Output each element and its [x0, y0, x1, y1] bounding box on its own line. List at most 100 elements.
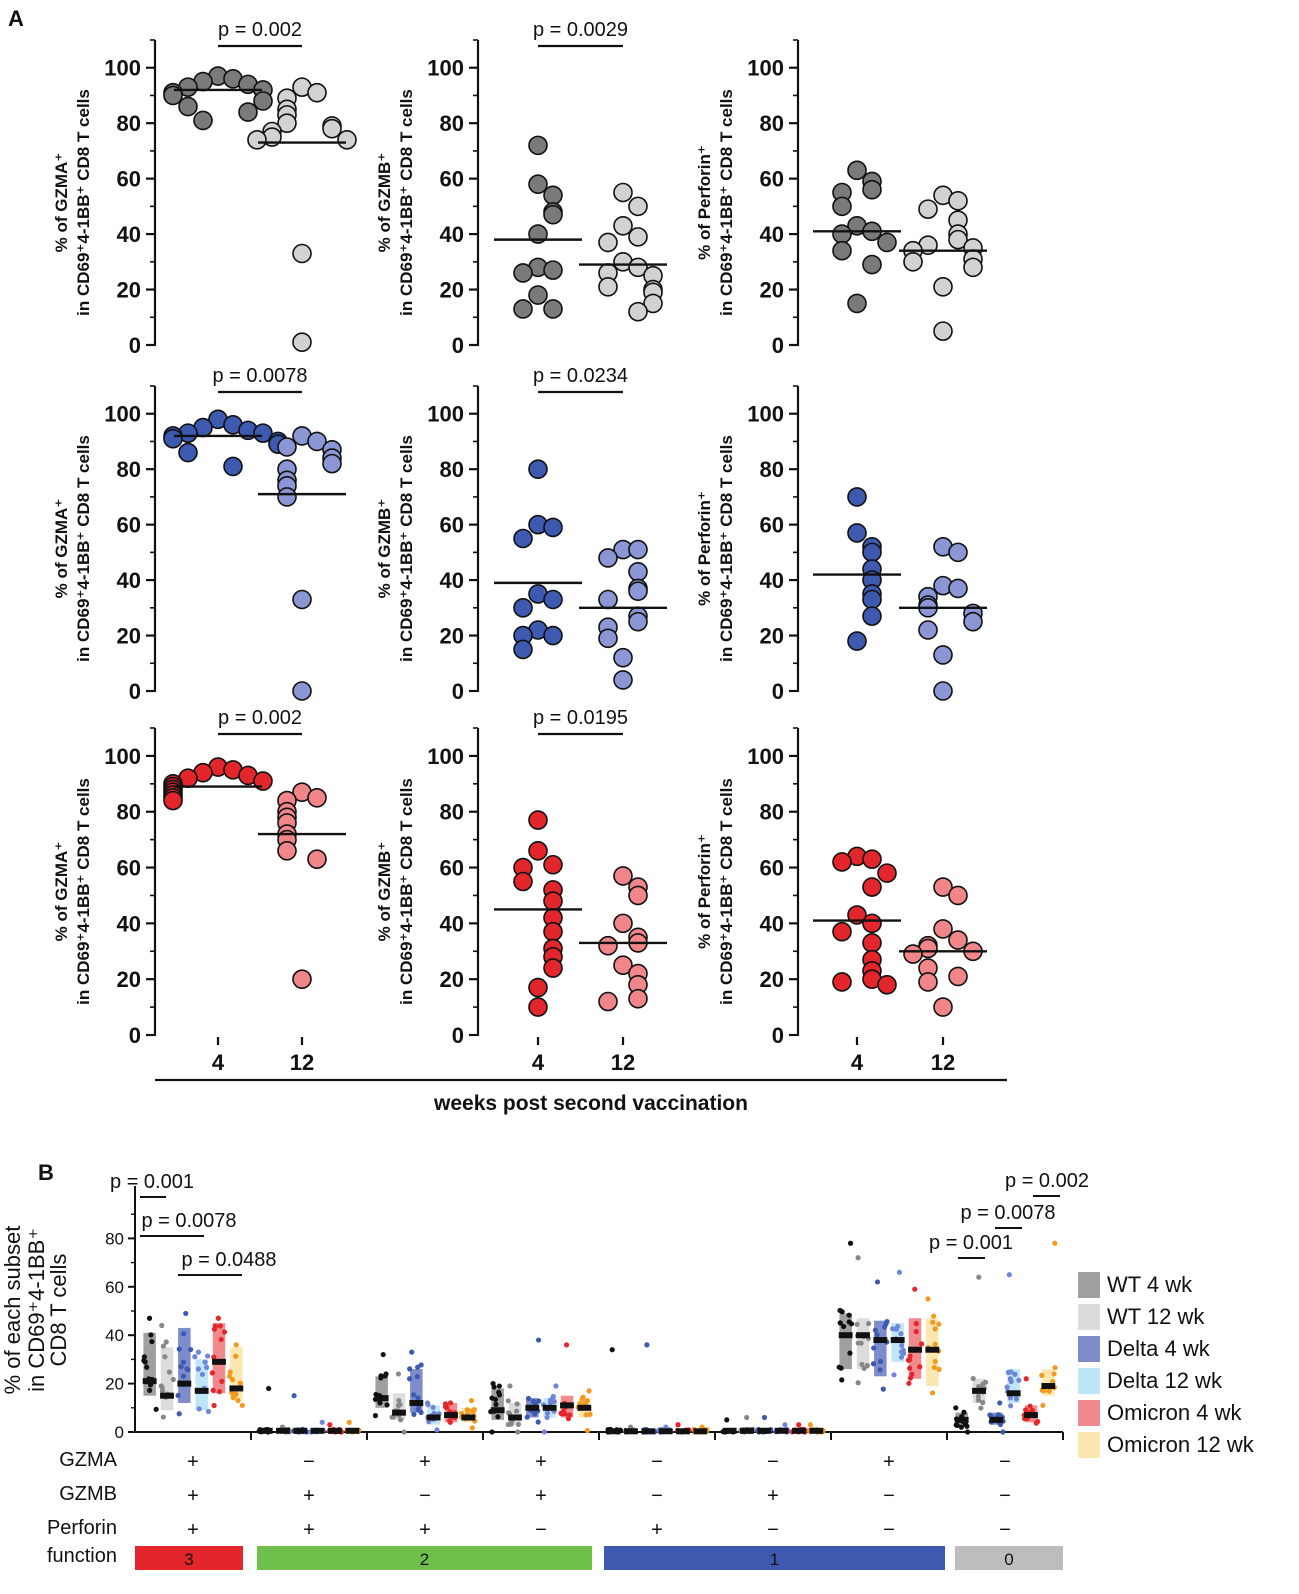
b-data-point: [515, 1429, 521, 1435]
b-median-marker: [722, 1427, 737, 1434]
b-median-marker: [409, 1399, 424, 1406]
b-data-point: [961, 1409, 967, 1415]
b-data-point: [907, 1365, 913, 1371]
data-point: [307, 82, 327, 103]
b-median-marker: [508, 1414, 522, 1421]
b-data-point: [221, 1329, 228, 1335]
scatter-panel-A-r2c1: 0 20 40 60 80 100 % of GZMA⁺ in CD69⁺4-1BB⁺ CD8…: [52, 365, 346, 704]
b-data-point: [930, 1319, 936, 1325]
b-data-point: [211, 1402, 217, 1409]
b-data-point: [930, 1313, 937, 1319]
data-point: [613, 215, 633, 236]
data-point: [628, 988, 648, 1009]
b-data-point: [953, 1405, 959, 1411]
b-median-marker: [774, 1427, 789, 1434]
b-data-point: [530, 1398, 537, 1404]
b-data-point: [505, 1398, 511, 1404]
b-median-marker: [525, 1404, 540, 1411]
y-axis-label-line1: % of GZMB⁺: [375, 153, 394, 253]
x-tick-label: 4: [851, 1050, 864, 1075]
data-point: [337, 130, 357, 150]
b-median-marker: [345, 1427, 360, 1434]
b-data-point: [535, 1419, 541, 1425]
b-data-point: [782, 1422, 788, 1428]
b-data-point: [909, 1371, 915, 1377]
b-data-point: [211, 1354, 217, 1360]
b-data-point: [176, 1411, 182, 1417]
b-data-point: [227, 1369, 233, 1375]
b-data-point: [1016, 1377, 1022, 1383]
b-median-marker: [177, 1380, 192, 1387]
y-axis-label-line1: % of Perforin⁺: [695, 491, 714, 606]
b-data-point: [496, 1392, 503, 1398]
b-median-marker: [972, 1387, 986, 1394]
b-data-point: [1051, 1371, 1057, 1377]
y-tick-label: 40: [760, 568, 784, 593]
data-point: [862, 542, 882, 563]
perforin-marker: +: [303, 1519, 315, 1541]
b-data-point: [409, 1349, 415, 1355]
data-point: [277, 437, 297, 457]
b-data-point: [541, 1429, 547, 1435]
b-median-marker: [1024, 1412, 1038, 1419]
gzmb-marker: −: [419, 1485, 431, 1507]
b-data-point: [1012, 1371, 1018, 1377]
b-data-point: [553, 1383, 559, 1389]
b-data-point: [895, 1323, 901, 1330]
b-data-point: [1023, 1376, 1029, 1382]
b-data-point: [976, 1383, 982, 1390]
b-data-point: [936, 1321, 942, 1327]
b-data-point: [550, 1393, 556, 1400]
b-median-marker: [606, 1428, 621, 1435]
data-point: [918, 972, 938, 992]
b-data-point: [210, 1387, 216, 1393]
b-data-point: [525, 1395, 532, 1402]
y-axis-label-line1: % of Perforin⁺: [695, 145, 714, 260]
b-data-point: [744, 1414, 750, 1421]
y-tick-label: 60: [440, 513, 464, 538]
b-data-point: [235, 1397, 241, 1404]
gzma-marker: +: [187, 1451, 199, 1473]
b-median-marker: [194, 1387, 209, 1394]
b-median-marker: [328, 1427, 342, 1434]
data-point: [528, 174, 548, 194]
b-data-point: [1046, 1388, 1052, 1394]
b-data-point: [883, 1321, 889, 1327]
y-tick-label: 20: [440, 278, 464, 303]
data-point: [322, 453, 342, 474]
b-data-point: [209, 1370, 216, 1376]
b-data-point: [407, 1366, 413, 1372]
b-data-point: [896, 1269, 903, 1275]
data-point: [628, 196, 648, 217]
data-point: [163, 790, 183, 811]
b-data-point: [192, 1354, 198, 1360]
y-tick-label: 80: [760, 111, 784, 136]
y-tick-label: 60: [117, 513, 141, 538]
b-data-point: [166, 1369, 172, 1375]
b-data-point: [430, 1404, 436, 1410]
data-point: [613, 955, 633, 976]
data-point: [247, 130, 267, 150]
legend-swatch: [1078, 1400, 1100, 1426]
data-point: [613, 866, 633, 886]
b-data-point: [1013, 1396, 1020, 1402]
b-data-point: [489, 1429, 495, 1435]
b-data-point: [584, 1428, 590, 1434]
b-data-point: [464, 1407, 470, 1413]
y-tick-label: 60: [440, 856, 464, 881]
y-axis-label-line1: % of GZMB⁺: [375, 842, 394, 942]
data-point: [193, 110, 213, 131]
y-axis-label-line1: % of GZMA⁺: [52, 153, 71, 253]
b-data-point: [390, 1414, 396, 1420]
data-point: [598, 991, 618, 1012]
b-y-axis-label: % of each subset: [0, 1226, 25, 1395]
b-data-point: [170, 1376, 176, 1383]
y-tick-label: 0: [772, 333, 784, 358]
b-data-point: [912, 1286, 918, 1292]
b-data-point: [415, 1395, 421, 1401]
p-value-label: p = 0.002: [218, 19, 302, 41]
b-data-point: [372, 1413, 379, 1419]
b-data-point: [936, 1366, 942, 1372]
b-median-marker: [1006, 1390, 1021, 1397]
data-point: [643, 293, 663, 314]
